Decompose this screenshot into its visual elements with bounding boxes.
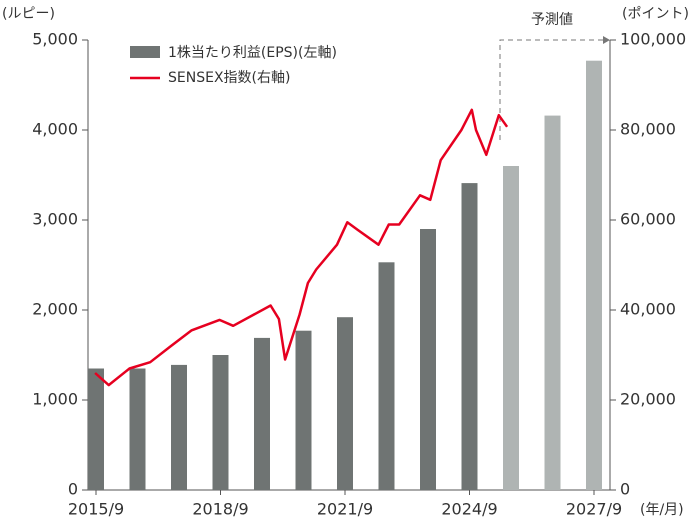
y-tick-label: 0 bbox=[68, 480, 78, 499]
legend-label: SENSEX指数(右軸) bbox=[168, 70, 290, 86]
x-tick-label: 2027/9 bbox=[566, 500, 622, 519]
y2-tick-label: 20,000 bbox=[620, 390, 676, 409]
y2-tick-label: 0 bbox=[620, 480, 630, 499]
bar bbox=[378, 262, 395, 490]
bar bbox=[544, 115, 561, 490]
bar bbox=[212, 355, 229, 490]
y-axis-label: (ルピー) bbox=[2, 6, 55, 22]
y2-axis-label: (ポイント) bbox=[622, 6, 689, 22]
bar bbox=[295, 330, 312, 490]
y2-tick-label: 80,000 bbox=[620, 120, 676, 139]
forecast-arrow bbox=[603, 36, 610, 44]
bar bbox=[337, 317, 353, 490]
forecast-label: 予測値 bbox=[531, 12, 573, 28]
legend-swatch bbox=[130, 46, 160, 58]
bar bbox=[254, 337, 270, 490]
x-tick-label: 2024/9 bbox=[441, 500, 497, 519]
bar bbox=[586, 60, 602, 490]
line bbox=[94, 108, 509, 387]
bar bbox=[171, 364, 187, 490]
y2-tick-label: 40,000 bbox=[620, 300, 676, 319]
bar bbox=[88, 368, 104, 490]
y-tick-label: 4,000 bbox=[32, 120, 78, 139]
legend-label: 1株当たり利益(EPS)(左軸) bbox=[168, 45, 337, 61]
forecast-bracket bbox=[499, 39, 603, 140]
bar bbox=[420, 229, 436, 490]
y2-tick-label: 60,000 bbox=[620, 210, 676, 229]
y-tick-label: 3,000 bbox=[32, 210, 78, 229]
y2-tick-label: 100,000 bbox=[620, 30, 686, 49]
bar bbox=[503, 166, 519, 490]
x-tick-label: 2015/9 bbox=[68, 500, 124, 519]
y-tick-label: 2,000 bbox=[32, 300, 78, 319]
bar bbox=[129, 368, 146, 490]
x-tick-label: 2021/9 bbox=[317, 500, 373, 519]
y-tick-label: 5,000 bbox=[32, 30, 78, 49]
x-tick-label: 2018/9 bbox=[192, 500, 248, 519]
x-axis-label: (年/月) bbox=[640, 502, 684, 518]
bar bbox=[461, 183, 478, 490]
y-tick-label: 1,000 bbox=[32, 390, 78, 409]
